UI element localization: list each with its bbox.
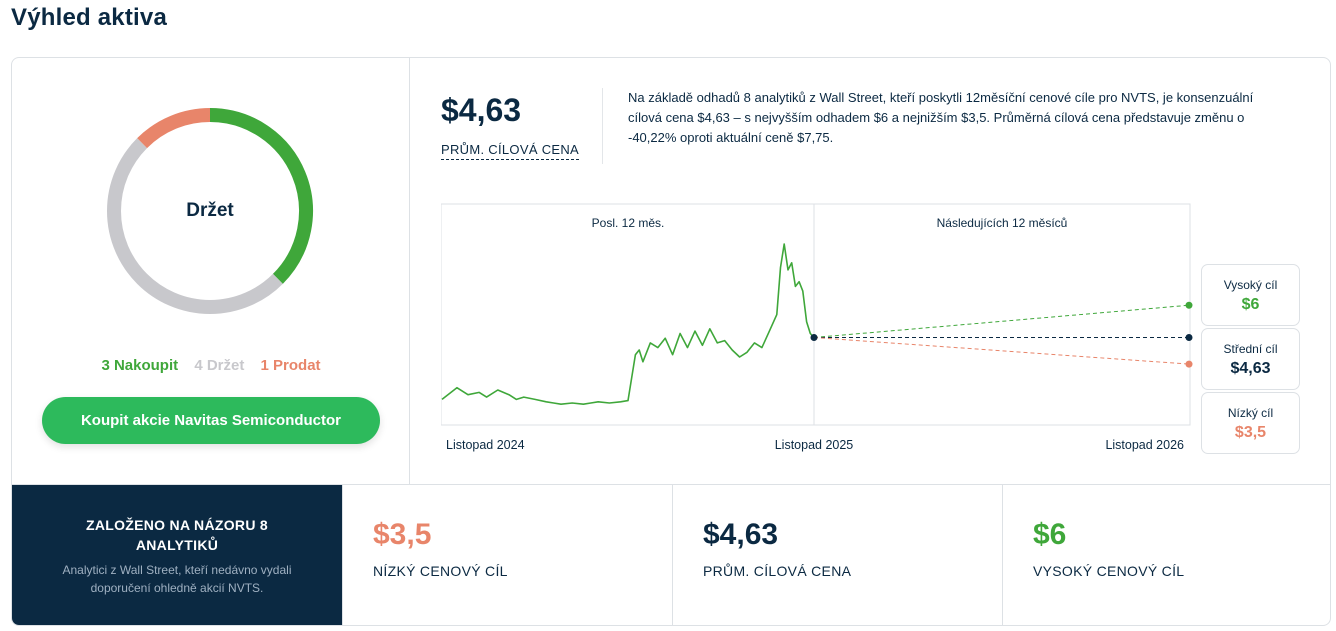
low-target-value: $3,5: [1234, 424, 1267, 441]
analysts-info: ZALOŽENO NA NÁZORU 8 ANALYTIKŮ Analytici…: [12, 485, 342, 625]
hold-count: 4 Držet: [194, 357, 245, 374]
high-target-box: Vysoký cíl $6: [1201, 264, 1300, 326]
x-tick-label-mid: Listopad 2025: [775, 438, 854, 452]
donut-segment-hold: [107, 138, 283, 314]
low-target-label: Nízký cíl: [1227, 406, 1274, 420]
target-description: Na základě odhadů 8 analytiků z Wall Str…: [628, 90, 1254, 145]
low-target-box: Nízký cíl $3,5: [1201, 392, 1300, 454]
x-tick-label-start: Listopad 2024: [446, 438, 525, 452]
sell-count: 1 Prodat: [260, 357, 321, 374]
rating-panel: Držet 3 Nakoupit 4 Držet 1 Prodat Koupit…: [12, 58, 410, 484]
mid-target-point: [1185, 333, 1193, 341]
mid-target-box: Střední cíl $4,63: [1201, 328, 1300, 390]
low-target-line: [813, 336, 1190, 365]
rating-counts: 3 Nakoupit 4 Držet 1 Prodat: [12, 357, 410, 374]
page-title: Výhled aktiva: [11, 4, 168, 31]
avg-target-stat-value: $4,63: [703, 518, 779, 551]
high-target-stat: $6 VYSOKÝ CENOVÝ CÍL: [1002, 485, 1330, 625]
low-target-stat-value: $3,5: [373, 518, 432, 551]
buy-count: 3 Nakoupit: [101, 357, 179, 374]
low-target-stat: $3,5 NÍZKÝ CENOVÝ CÍL: [342, 485, 672, 625]
avg-target-stat-label: PRŮM. CÍLOVÁ CENA: [703, 563, 852, 579]
rating-donut: Držet: [102, 103, 318, 319]
high-target-label: Vysoký cíl: [1223, 278, 1278, 292]
target-summary-row: ZALOŽENO NA NÁZORU 8 ANALYTIKŮ Analytici…: [12, 484, 1330, 625]
summary-divider: [602, 88, 603, 164]
current-price-point: [810, 333, 818, 341]
future-period-label: Následujících 12 měsíců: [937, 216, 1068, 230]
donut-segment-buy: [209, 108, 313, 284]
mid-target-value: $4,63: [1230, 360, 1271, 377]
consensus-rating: Držet: [186, 200, 234, 221]
price-target-chart: Posl. 12 měs. Následujících 12 měsíců Li…: [441, 203, 1193, 452]
high-target-stat-value: $6: [1033, 518, 1067, 551]
high-target-value: $6: [1241, 296, 1260, 313]
donut-segment-sell: [137, 108, 211, 149]
high-target-line: [813, 304, 1190, 338]
mid-target-label: Střední cíl: [1223, 342, 1278, 356]
analysts-title: ZALOŽENO NA NÁZORU 8 ANALYTIKŮ: [85, 517, 269, 553]
price-history-line: [441, 243, 815, 405]
chart-frame: [441, 203, 1191, 426]
low-target-point: [1185, 360, 1193, 368]
buy-stock-button[interactable]: Koupit akcie Navitas Semiconductor: [42, 397, 380, 444]
low-target-stat-label: NÍZKÝ CENOVÝ CÍL: [373, 563, 508, 579]
avg-target-stat: $4,63 PRŮM. CÍLOVÁ CENA: [672, 485, 1002, 625]
avg-target-price: $4,63: [441, 92, 522, 128]
high-target-point: [1185, 301, 1193, 309]
high-target-stat-label: VYSOKÝ CENOVÝ CÍL: [1033, 563, 1185, 579]
analysts-subtitle: Analytici z Wall Street, kteří nedávno v…: [62, 563, 292, 595]
rating-donut-chart: [107, 108, 313, 314]
x-tick-label-end: Listopad 2026: [1105, 438, 1184, 452]
avg-target-label[interactable]: PRŮM. CÍLOVÁ CENA: [441, 142, 580, 160]
past-period-label: Posl. 12 měs.: [592, 216, 665, 230]
asset-outlook-card: Držet 3 Nakoupit 4 Držet 1 Prodat Koupit…: [11, 57, 1331, 626]
